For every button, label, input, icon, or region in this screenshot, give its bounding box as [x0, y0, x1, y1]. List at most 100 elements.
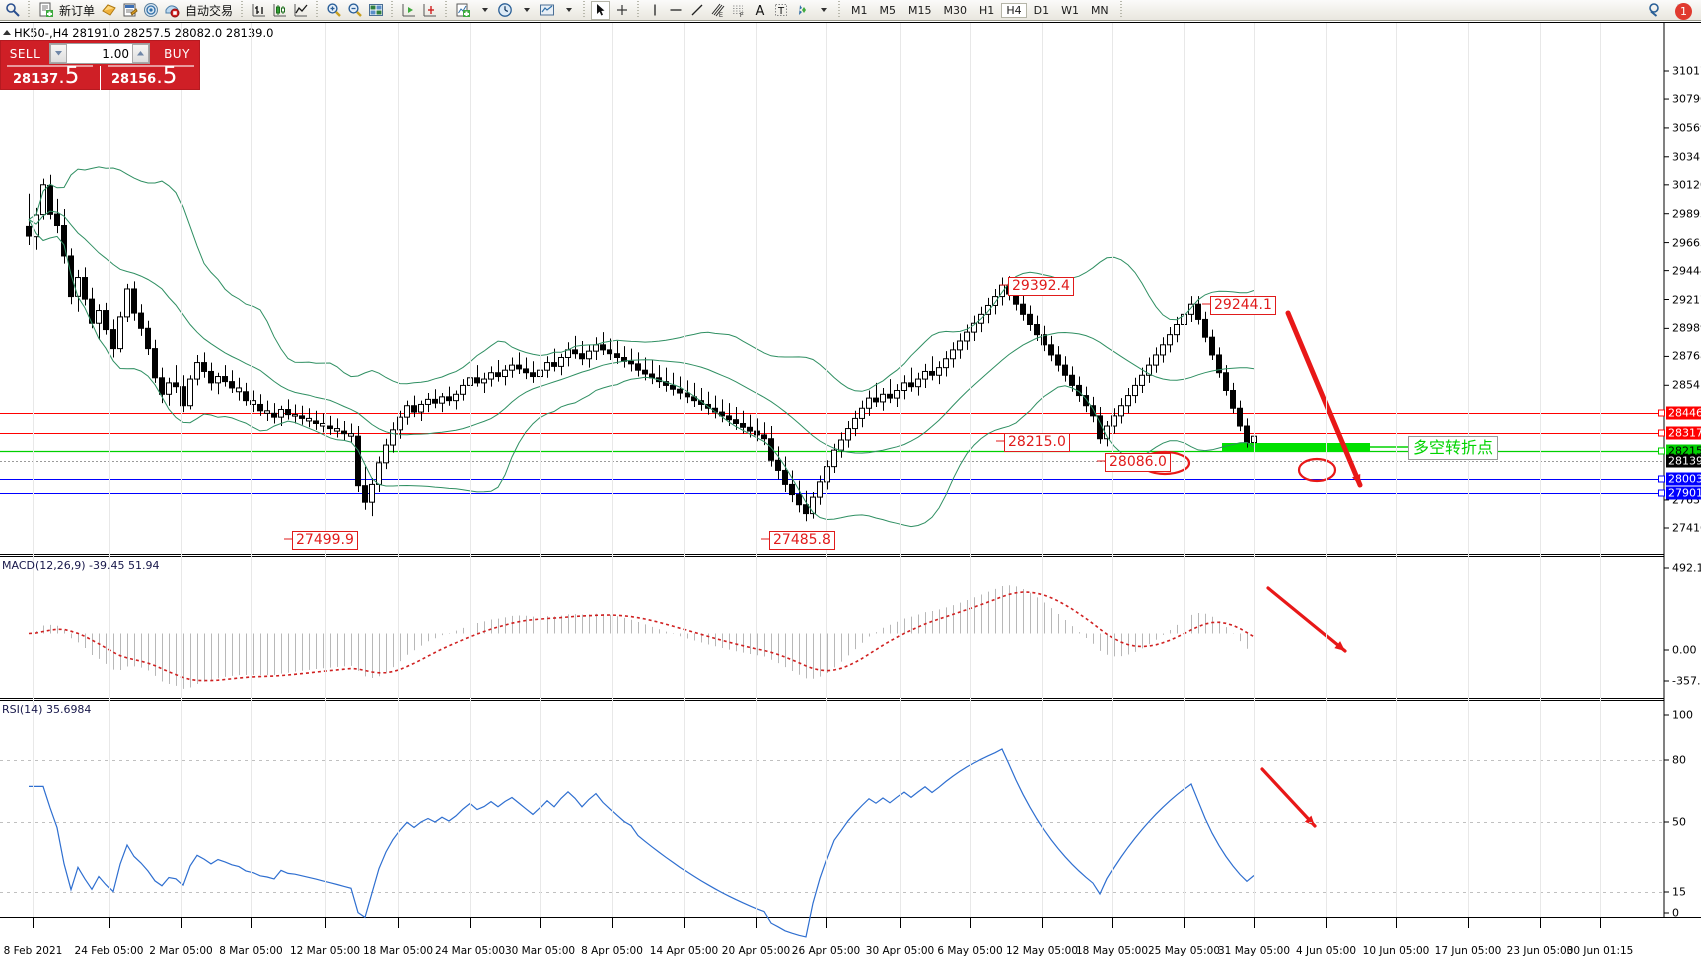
indicators-dropdown-caret[interactable]: [474, 1, 493, 20]
rsi-axis-tick: 50: [1672, 815, 1686, 829]
text-box-icon[interactable]: T: [771, 1, 790, 20]
price-annotation-label[interactable]: 29392.4: [1008, 277, 1074, 296]
shapes-dropdown-caret[interactable]: [813, 1, 832, 20]
cursor-arrow-icon[interactable]: [591, 0, 611, 20]
search-toolbar-icon[interactable]: [3, 1, 22, 20]
volume-decrement-button[interactable]: [50, 44, 67, 63]
rsi-axis-tick: 80: [1672, 753, 1686, 767]
timeframe-m5[interactable]: M5: [879, 3, 897, 17]
toolbar-separator: [26, 1, 32, 19]
shapes-icon[interactable]: [792, 1, 811, 20]
time-axis-tick: [398, 918, 399, 928]
metaeditor-icon[interactable]: [120, 1, 139, 20]
price-level-handle[interactable]: [1658, 429, 1665, 437]
price-annotation-label[interactable]: 28086.0: [1105, 453, 1171, 472]
vertical-line-icon[interactable]: [645, 1, 664, 20]
time-axis-label: 18 May 05:00: [1075, 945, 1149, 957]
notifications-icon[interactable]: 1: [1671, 1, 1695, 20]
timeframe-h1[interactable]: H1: [979, 3, 995, 17]
autotrading-icon[interactable]: [162, 1, 181, 20]
timeframe-m15[interactable]: M15: [908, 3, 932, 17]
price-level-label: 28317.3: [1666, 426, 1701, 440]
price-level-label: 28215.0: [1666, 444, 1701, 458]
price-annotation-label[interactable]: 27499.9: [292, 531, 358, 550]
new-order-icon[interactable]: [36, 1, 55, 20]
templates-icon[interactable]: [537, 1, 556, 20]
sell-price-decimal: .: [59, 72, 64, 86]
one-click-trading-panel[interactable]: SELL 1.00 BUY 28137 . 5 28156 . 5: [0, 40, 200, 91]
time-axis-label: 25 May 05:00: [1147, 945, 1221, 957]
timeframe-h4[interactable]: H4: [1001, 2, 1027, 18]
period-dropdown-caret[interactable]: [516, 1, 535, 20]
time-axis-tick: [1254, 918, 1255, 928]
time-axis-label: 14 Apr 05:00: [649, 945, 719, 957]
crosshair-icon[interactable]: [612, 1, 631, 20]
text-label-icon[interactable]: A: [750, 1, 769, 20]
line-chart-icon[interactable]: [291, 1, 310, 20]
time-axis-label: 20 Apr 05:00: [721, 945, 791, 957]
price-axis-tick: 28989.5: [1672, 321, 1701, 335]
zoom-in-icon[interactable]: [324, 1, 343, 20]
equidistant-channel-icon[interactable]: E: [708, 1, 727, 20]
toolbar-separator: [443, 1, 449, 19]
sell-button[interactable]: SELL: [9, 46, 41, 61]
volume-input[interactable]: 1.00: [102, 46, 129, 61]
time-axis-label: 31 May 05:00: [1217, 945, 1291, 957]
price-level-label: 28003.7: [1666, 472, 1701, 486]
time-axis-label: 4 Jun 05:00: [1295, 945, 1357, 957]
tile-windows-icon[interactable]: [366, 1, 385, 20]
templates-dropdown-caret[interactable]: [558, 1, 577, 20]
horizontal-line-icon[interactable]: [666, 1, 685, 20]
auto-scroll-icon[interactable]: [420, 1, 439, 20]
autotrading-button[interactable]: 自动交易: [185, 3, 234, 18]
toolbar-separator: [581, 1, 587, 19]
time-axis-tick: [325, 918, 326, 928]
fibonacci-icon[interactable]: F: [729, 1, 748, 20]
chart-canvas[interactable]: [0, 23, 1701, 943]
price-axis-tick: 28541.0: [1672, 378, 1701, 392]
price-level-handle[interactable]: [1658, 447, 1665, 455]
time-axis-tick: [1468, 918, 1469, 928]
buy-button[interactable]: BUY: [164, 46, 190, 61]
zoom-out-icon[interactable]: [345, 1, 364, 20]
shift-end-icon[interactable]: [399, 1, 418, 20]
chart-window[interactable]: HK50-,H4 28191.0 28257.5 28082.0 28139.0…: [0, 22, 1701, 957]
bar-chart-icon[interactable]: [249, 1, 268, 20]
price-annotation-label[interactable]: 28215.0: [1004, 433, 1070, 452]
time-axis-tick: [684, 918, 685, 928]
time-axis-label: 12 Mar 05:00: [289, 945, 361, 957]
price-annotation-label[interactable]: 29244.1: [1210, 296, 1276, 315]
period-clock-icon[interactable]: [495, 1, 514, 20]
price-annotation-label[interactable]: 27485.8: [769, 531, 835, 550]
price-level-handle[interactable]: [1658, 489, 1665, 497]
buy-price: 28156 . 5: [111, 65, 177, 91]
chart-collapse-icon[interactable]: [3, 30, 11, 35]
time-axis-tick: [1396, 918, 1397, 928]
price-level-handle[interactable]: [1658, 475, 1665, 483]
volume-increment-button[interactable]: [132, 44, 149, 63]
time-axis-label: 30 Apr 05:00: [865, 945, 935, 957]
timeframe-mn[interactable]: MN: [1090, 3, 1109, 17]
time-axis-tick: [251, 918, 252, 928]
turning-point-note[interactable]: 多空转折点: [1408, 436, 1499, 460]
svg-text:E: E: [719, 13, 723, 18]
timeframe-w1[interactable]: W1: [1061, 3, 1079, 17]
price-axis-tick: 31017.5: [1672, 64, 1701, 78]
signals-icon[interactable]: [141, 1, 160, 20]
time-axis-label: 8 Mar 05:00: [219, 945, 283, 957]
price-level-handle[interactable]: [1658, 409, 1665, 417]
sell-underline: [7, 65, 93, 67]
new-order-button[interactable]: 新订单: [59, 3, 96, 18]
toolbar-separator: [1118, 1, 1124, 19]
timeframe-d1[interactable]: D1: [1033, 3, 1050, 17]
expert-advisors-icon[interactable]: [99, 1, 118, 20]
trendline-icon[interactable]: [687, 1, 706, 20]
time-axis-tick: [1042, 918, 1043, 928]
indicators-icon[interactable]: [453, 1, 472, 20]
search-icon[interactable]: [1645, 1, 1664, 20]
candlestick-chart-icon[interactable]: [270, 1, 289, 20]
timeframe-m1[interactable]: M1: [851, 3, 868, 17]
sell-price-last-digit: 5: [64, 63, 80, 89]
volume-stepper[interactable]: 1.00: [49, 43, 150, 64]
timeframe-m30[interactable]: M30: [943, 3, 968, 17]
